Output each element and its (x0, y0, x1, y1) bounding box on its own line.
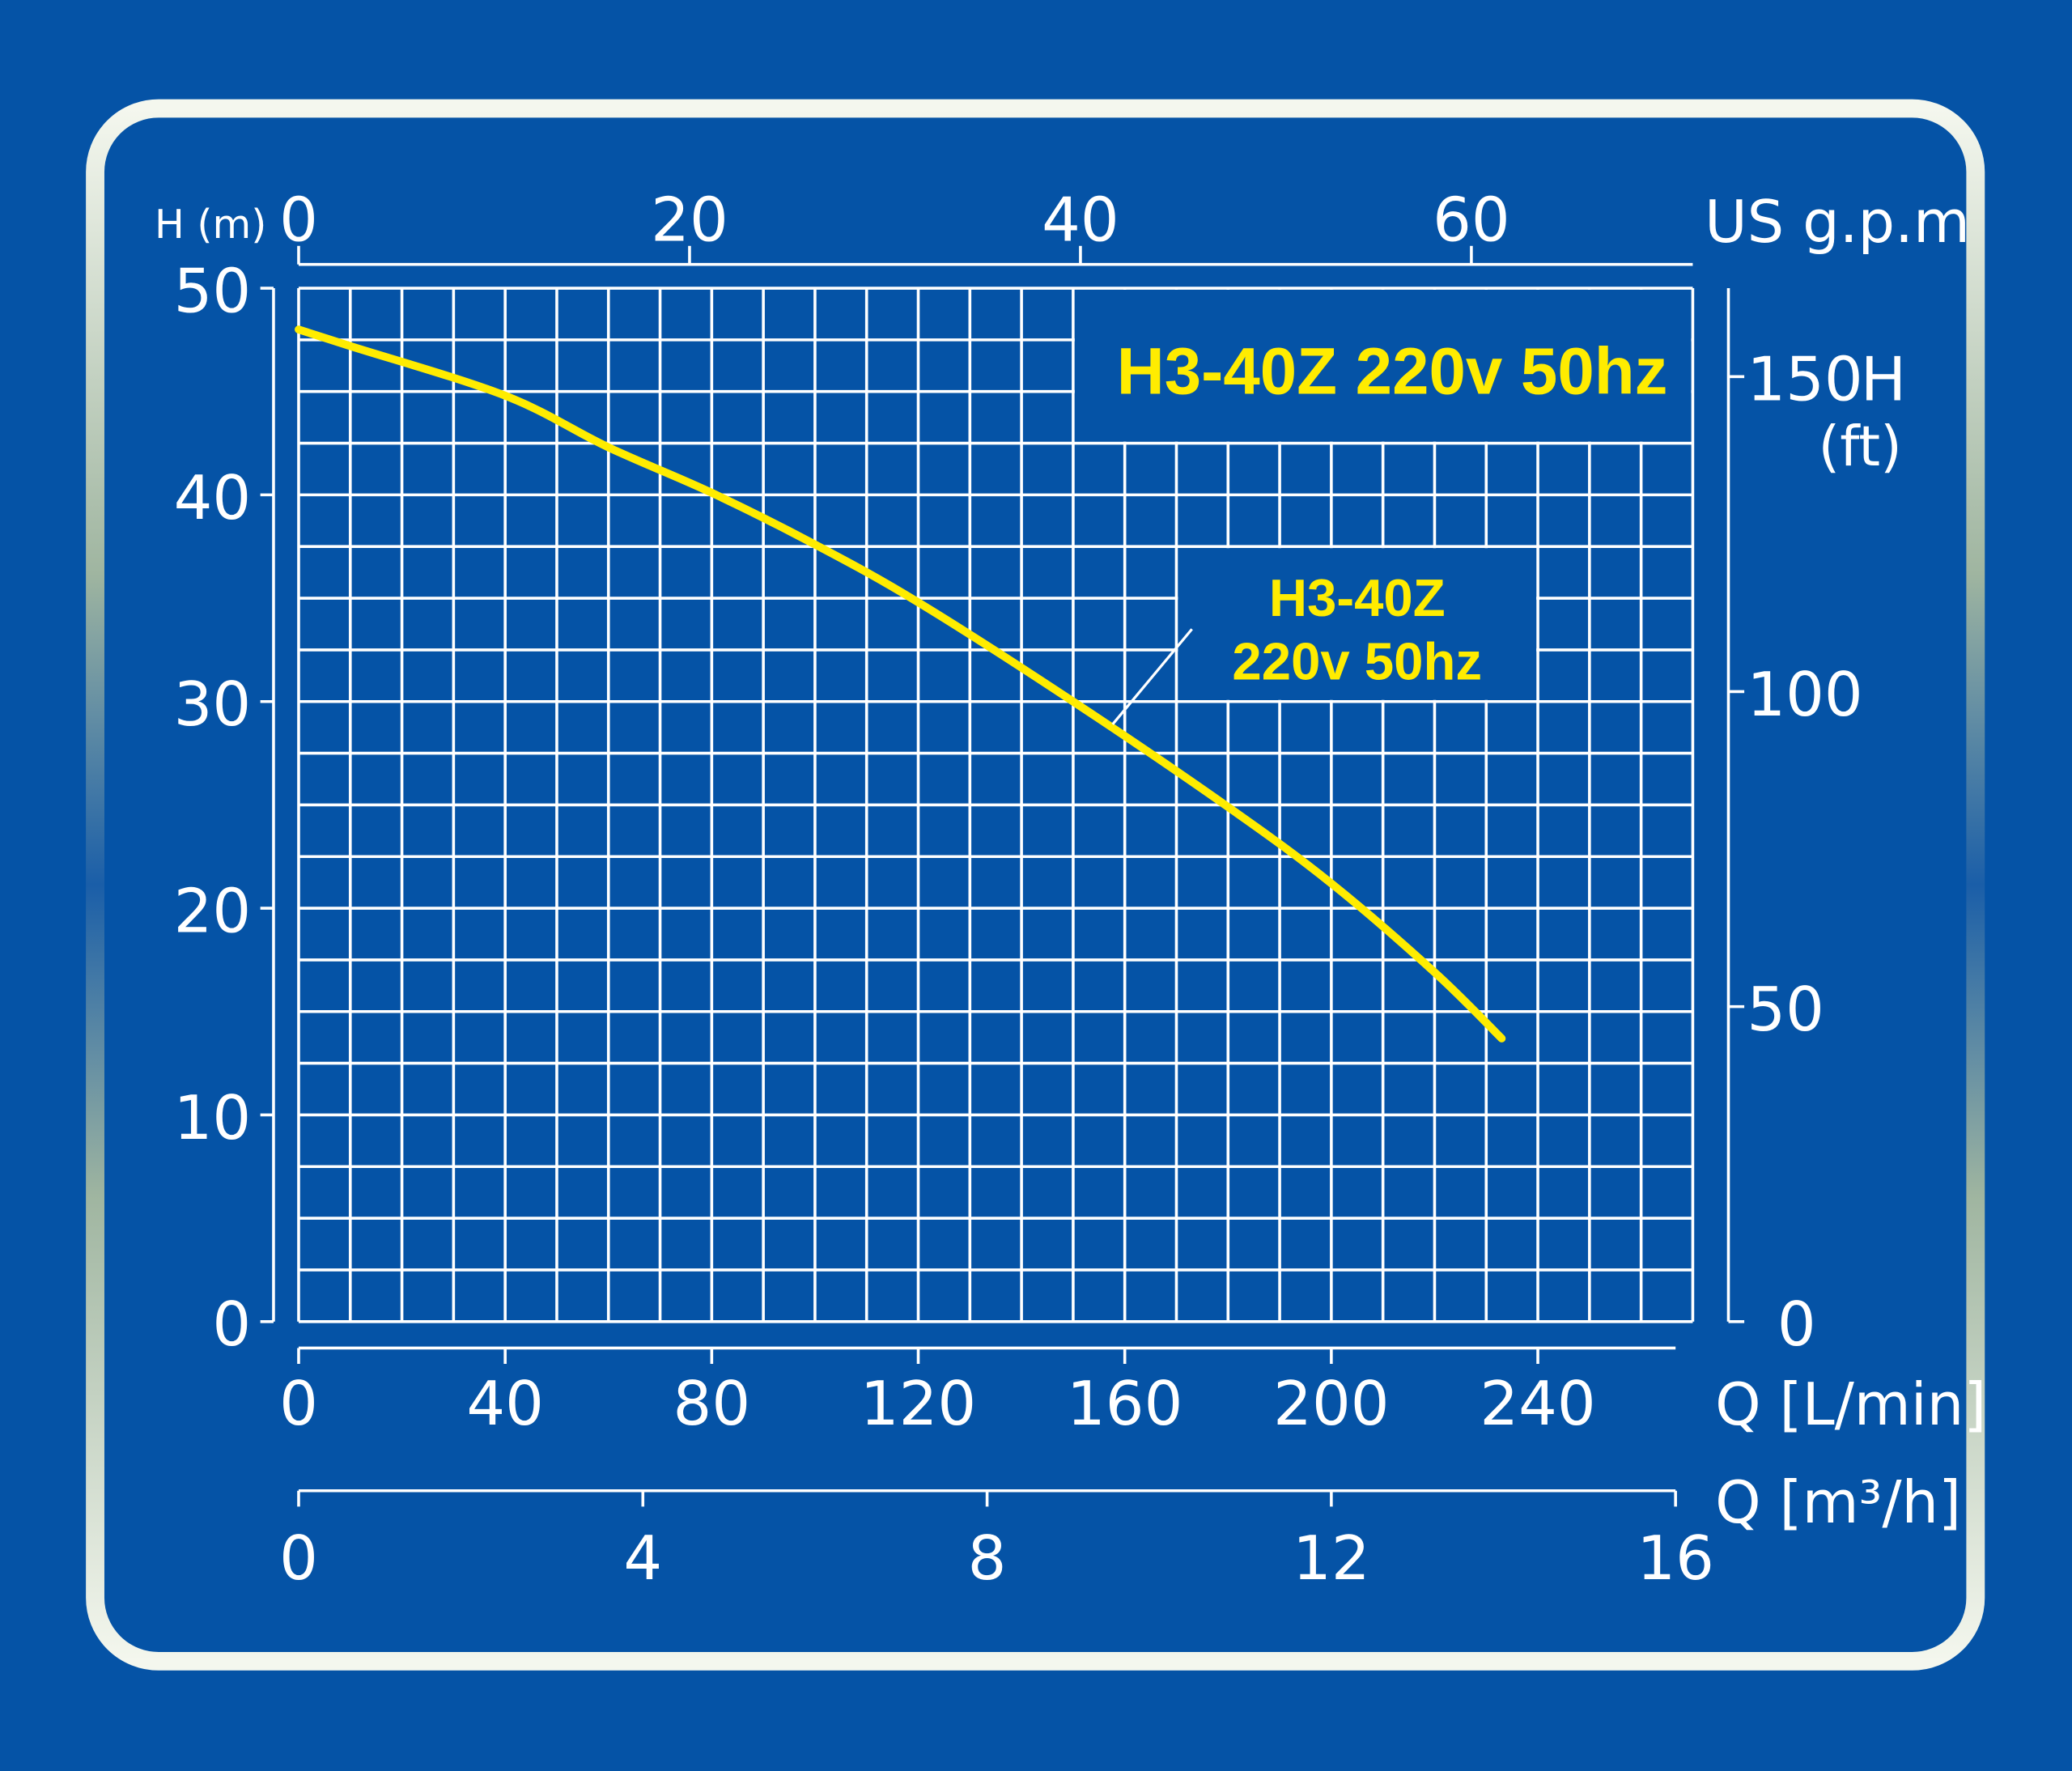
y-tick-label: 20 (174, 875, 252, 946)
series-label-line2: 220v 50hz (1232, 631, 1482, 690)
top-tick-label: 40 (1042, 184, 1119, 255)
x2-tick-label: 8 (968, 1523, 1007, 1594)
grid (297, 287, 1695, 1323)
y-tick-label: 50 (174, 255, 252, 326)
x2-tick-label: 16 (1637, 1523, 1714, 1594)
leader-line (1111, 628, 1193, 725)
y-tick-label: 0 (212, 1289, 251, 1360)
x-tick-label: 240 (1480, 1368, 1595, 1439)
right-tick-label: 50 (1747, 974, 1824, 1045)
x-tick-label: 120 (860, 1368, 976, 1439)
x-tick-label: 80 (673, 1368, 751, 1439)
y-tick-label: 30 (174, 669, 252, 740)
x-tick-label: 40 (466, 1368, 544, 1439)
x2-axis-label: Q [m³/h] (1715, 1468, 1961, 1536)
legend-box (1178, 548, 1537, 700)
top-tick-label: 20 (651, 184, 728, 255)
x-tick-label: 200 (1273, 1368, 1389, 1439)
axes (260, 245, 1745, 1507)
top-tick-label: 0 (279, 184, 318, 255)
x-tick-label: 160 (1067, 1368, 1182, 1439)
x2-tick-label: 4 (623, 1523, 662, 1594)
y-axis-label: H (m) (155, 202, 266, 248)
title-box (1074, 290, 1692, 442)
x2-tick-label: 0 (279, 1523, 318, 1594)
y-tick-label: 40 (174, 462, 252, 533)
series-line (295, 325, 1506, 1043)
frame (86, 99, 1985, 1671)
y-tick-label: 10 (174, 1082, 252, 1153)
chart-title: H3-40Z 220v 50hz (1117, 335, 1668, 409)
right-tick-label: 150 (1747, 344, 1862, 415)
right-axis-label: H (1861, 344, 1906, 415)
x-tick-label: 0 (279, 1368, 318, 1439)
series-label-line1: H3-40Z (1269, 568, 1446, 627)
x2-tick-label: 12 (1293, 1523, 1370, 1594)
right-tick-label: 100 (1747, 659, 1862, 730)
series (295, 325, 1506, 1043)
x-axis-label: Q [L/min] (1715, 1370, 1986, 1438)
top-tick-label: 60 (1433, 184, 1510, 255)
right-axis-label-unit: (ft) (1819, 414, 1902, 479)
right-tick-label: 0 (1777, 1289, 1816, 1360)
top-axis-label: US g.p.m (1705, 188, 1970, 256)
